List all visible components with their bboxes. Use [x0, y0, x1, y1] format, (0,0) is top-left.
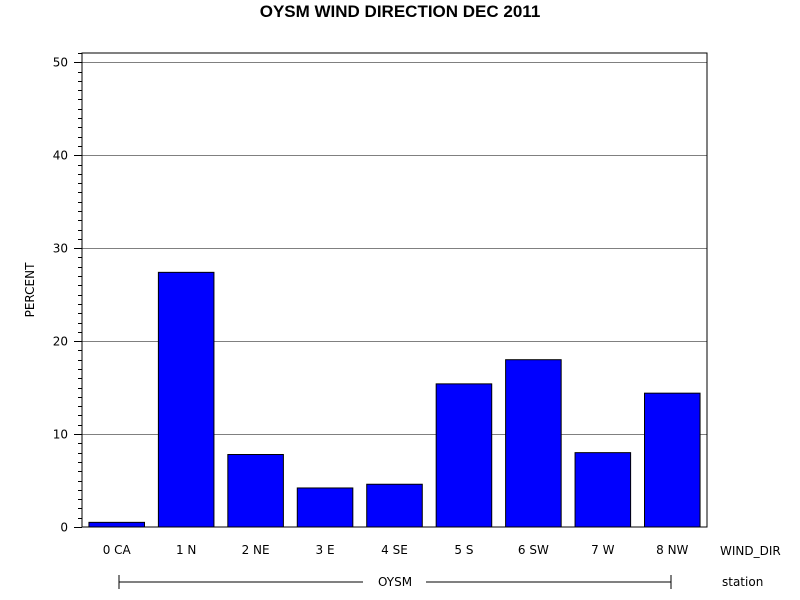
bar-5-s — [435, 383, 493, 528]
x-axis-label: WIND_DIR — [720, 544, 781, 558]
bar-8-nw — [644, 392, 701, 528]
y-tick-label-20: 20 — [53, 335, 68, 349]
bar-2-ne — [227, 454, 284, 528]
x-tick-label-1-n: 1 N — [176, 543, 196, 557]
y-tick-label-50: 50 — [53, 56, 68, 70]
y-tick-layer: 0 10 20 30 40 50 — [53, 53, 82, 535]
group-label: OYSM — [378, 575, 412, 589]
group-axis-label: station — [722, 575, 763, 589]
x-tick-label-7-w: 7 W — [591, 543, 614, 557]
chart-title: OYSM WIND DIRECTION DEC 2011 — [260, 2, 541, 21]
x-tick-label-8-nw: 8 NW — [656, 543, 688, 557]
y-tick-label-40: 40 — [53, 149, 68, 163]
x-tick-label-2-ne: 2 NE — [242, 543, 270, 557]
bar-3-e — [296, 487, 354, 528]
y-tick-label-10: 10 — [53, 428, 68, 442]
bar-6-sw — [505, 359, 562, 528]
x-tick-label-4-se: 4 SE — [381, 543, 408, 557]
x-tick-label-5-s: 5 S — [454, 543, 473, 557]
x-tick-layer: 0 CA 1 N 2 NE 3 E 4 SE 5 S 6 SW 7 W 8 NW — [103, 543, 689, 557]
bar-layer — [88, 271, 701, 528]
x-tick-label-6-sw: 6 SW — [518, 543, 549, 557]
plot-frame — [81, 52, 708, 528]
x-tick-label-0-ca: 0 CA — [103, 543, 132, 557]
x-tick-label-3-e: 3 E — [316, 543, 335, 557]
y-tick-label-0: 0 — [60, 521, 68, 535]
y-axis-label: PERCENT — [23, 262, 37, 317]
bar-0-ca — [88, 521, 145, 528]
bar-1-n — [157, 271, 215, 528]
bar-7-w — [574, 452, 632, 528]
bar-4-se — [366, 483, 423, 528]
y-tick-label-30: 30 — [53, 242, 68, 256]
